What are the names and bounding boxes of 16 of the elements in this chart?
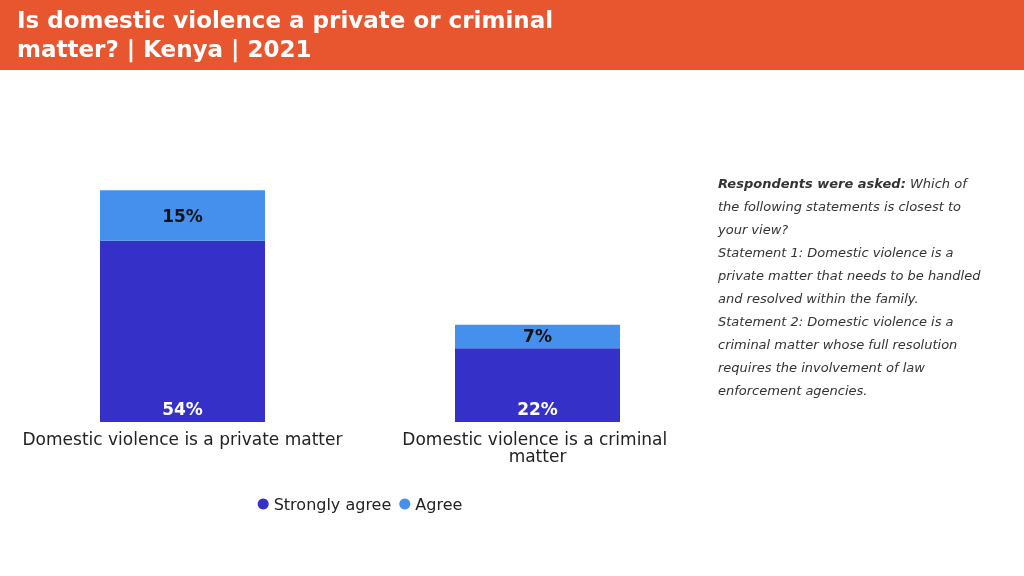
bar (100, 240, 265, 422)
bar (455, 348, 620, 422)
legend-label: Agree (415, 494, 463, 514)
x-tick-label: Domestic violence is a private matter (22, 428, 343, 449)
bar (100, 190, 265, 241)
x-tick-label: Domestic violence is a criminal matter (402, 428, 673, 466)
data-label: 22% (517, 398, 558, 419)
text: Respondents were asked: Which of the following statements is closest to your view? (718, 175, 970, 239)
data-label: 15% (162, 205, 203, 226)
bar (455, 324, 620, 349)
text: Statement 1: Domestic violence is a private matter that needs to be handled and resolved within the family. (718, 244, 982, 308)
legend-label: Strongly agree (273, 494, 392, 514)
chart-title: Is domestic violence a private or criminal matter? | Kenya | 2021 (17, 6, 555, 64)
data-label: 54% (162, 398, 203, 419)
text: Statement 2: Domestic violence is a criminal matter whose full resolution requires the involvement of law enforcement agencies. (718, 313, 959, 400)
data-label: 7% (523, 326, 552, 347)
